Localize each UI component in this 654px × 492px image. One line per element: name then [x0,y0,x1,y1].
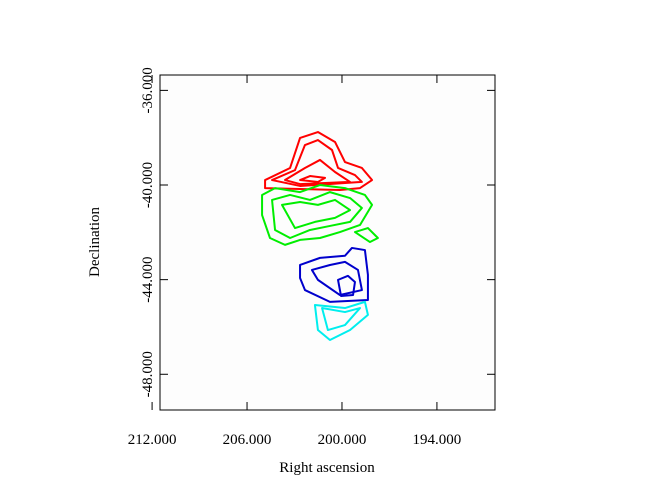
contour-line [321,307,362,332]
x-tick-label: 206.000 [223,432,272,448]
contour-line [281,198,352,230]
contour-line [271,191,363,240]
y-tick-label: -48.000 [140,351,156,397]
contour-line [264,131,374,191]
contour-line [310,260,363,297]
y-axis-label: Declination [87,207,103,277]
contour-line [299,246,369,303]
y-tick-label: -36.000 [140,67,156,113]
x-tick-label: 212.000 [128,432,177,448]
contour-line [299,175,327,183]
y-tick-label: -40.000 [140,162,156,208]
contour-line [313,300,369,341]
y-tick-label: -44.000 [140,257,156,303]
x-axis-label: Right ascension [279,460,375,476]
contour-line [261,184,374,246]
contour-line [337,274,356,297]
contour-line [353,227,379,244]
contour-line [271,139,363,187]
x-tick-label: 200.000 [318,432,367,448]
contour-line [284,158,352,186]
x-tick-label: 194.000 [413,432,462,448]
plot-area [159,74,496,411]
